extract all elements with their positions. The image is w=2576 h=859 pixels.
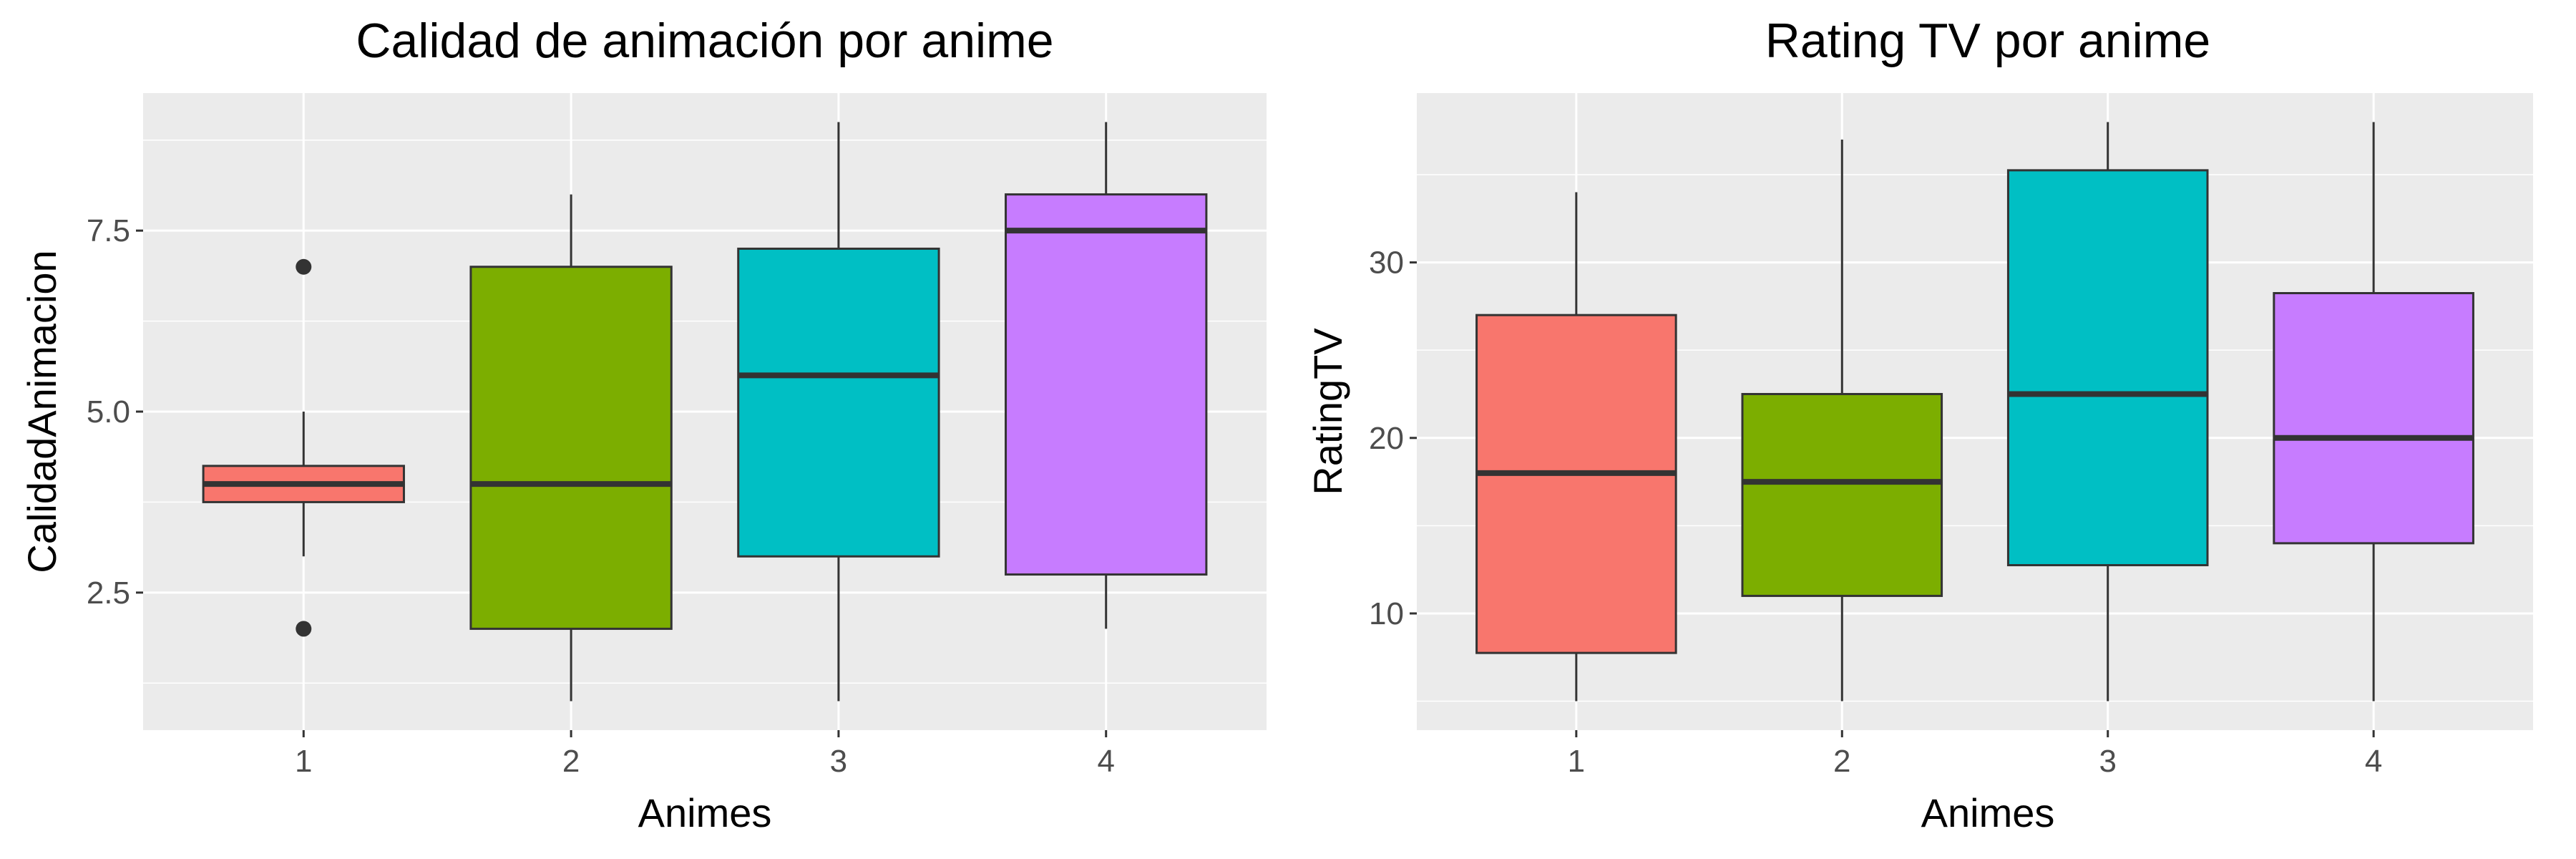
x-tick-label: 1 [1568,744,1585,779]
x-tick-label: 4 [1097,744,1114,779]
box-iqr [737,247,940,558]
chart-left-title: Calidad de animación por anime [356,14,1053,68]
y-tick-label: 5.0 [87,394,130,430]
y-tick-label: 20 [1369,421,1404,456]
chart-right-x-axis-title: Animes [1921,790,2055,835]
outlier-point [296,621,312,637]
box-right-2 [1741,139,1943,702]
outlier-point [296,258,312,275]
y-tick-label: 7.5 [87,213,130,248]
chart-left-boxes [202,122,1208,702]
y-tick-label: 10 [1369,596,1404,631]
box-iqr [2006,169,2209,567]
y-tick-label: 2.5 [87,576,130,611]
x-tick-label: 4 [2365,744,2382,779]
chart-left: Calidad de animación por anime 2.5 5.0 7.5… [19,14,1267,835]
box-right-3 [2006,122,2209,702]
chart-right-title: Rating TV por anime [1765,14,2210,68]
box-iqr [469,266,673,630]
box-left-4 [1005,122,1208,629]
chart-right: Rating TV por anime 10 20 30 1 2 3 4 Animes R… [1305,14,2533,835]
box-iqr [1475,314,1677,654]
box-iqr [2273,292,2474,545]
x-tick-label: 3 [2099,744,2116,779]
chart-left-x-axis-title: Animes [638,790,772,835]
box-iqr [1005,193,1208,576]
box-left-1 [202,258,405,637]
x-tick-label: 2 [562,744,580,779]
box-iqr [1741,392,1943,597]
chart-left-x-axis: 1 2 3 4 [295,730,1115,779]
chart-right-x-axis: 1 2 3 4 [1568,730,2382,779]
box-left-3 [737,122,940,702]
chart-right-y-axis: 10 20 30 [1369,246,1417,631]
chart-right-boxes [1475,122,2474,702]
box-left-2 [469,194,673,702]
x-tick-label: 2 [1833,744,1850,779]
box-right-4 [2273,122,2474,702]
chart-left-y-axis: 2.5 5.0 7.5 [87,213,143,611]
x-tick-label: 3 [830,744,847,779]
x-tick-label: 1 [295,744,312,779]
y-tick-label: 30 [1369,246,1404,281]
box-right-1 [1475,192,1677,702]
chart-left-y-axis-title: CalidadAnimacion [19,250,64,573]
chart-right-y-axis-title: RatingTV [1305,328,1350,495]
